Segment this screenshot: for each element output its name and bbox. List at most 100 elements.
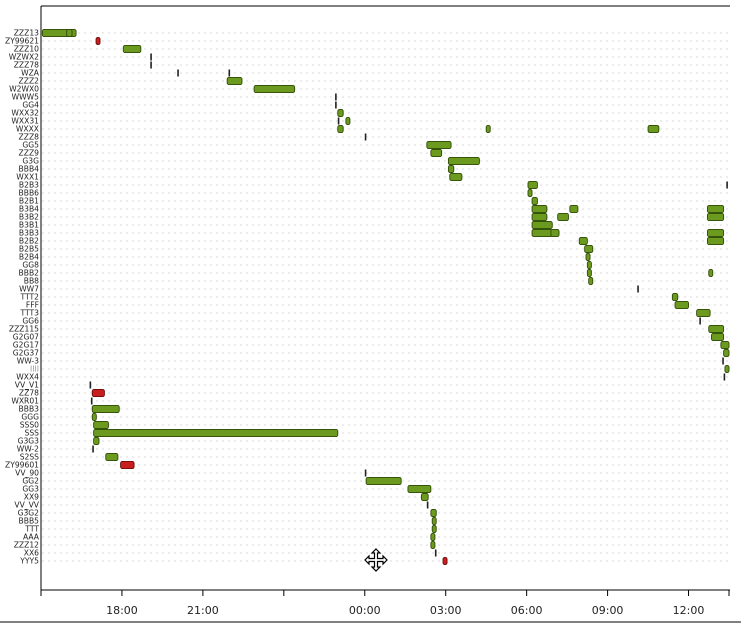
row-label: B2B4 bbox=[19, 253, 39, 262]
gantt-bar bbox=[706, 212, 725, 222]
event-tick bbox=[426, 501, 429, 509]
row-label: WXXX bbox=[16, 125, 39, 134]
gantt-bar bbox=[723, 348, 730, 358]
gantt-bar bbox=[447, 156, 480, 166]
event-tick bbox=[228, 69, 231, 77]
event-tick bbox=[726, 181, 728, 189]
row-label: ZZZ9 bbox=[19, 149, 40, 158]
event-tick bbox=[434, 549, 437, 557]
gantt-bar bbox=[66, 28, 73, 38]
gantt-bar bbox=[337, 124, 344, 134]
row-labels: ZZZ13ZY99621ZZZ10WZWX2ZZZ78WZAZZZ2W2WX0W… bbox=[5, 29, 40, 566]
gantt-bar bbox=[93, 428, 339, 438]
gantt-bar bbox=[527, 188, 533, 198]
row-label: ZZZ10 bbox=[14, 45, 39, 54]
row-label: XX6 bbox=[24, 549, 39, 558]
plot-background bbox=[41, 6, 729, 590]
row-label: WXX4 bbox=[16, 373, 39, 382]
row-label: WZWX2 bbox=[9, 53, 39, 62]
gantt-bar bbox=[95, 36, 101, 46]
gantt-bar bbox=[527, 180, 538, 190]
gantt-bar bbox=[578, 236, 588, 246]
row-label: G3G3 bbox=[18, 437, 40, 446]
row-label: TTT3 bbox=[20, 309, 40, 318]
event-tick bbox=[150, 53, 152, 61]
x-tick-label: 12:00 bbox=[673, 604, 705, 617]
row-label: G2G07 bbox=[13, 333, 39, 342]
gantt-bar bbox=[226, 76, 243, 86]
row-label: IIII bbox=[30, 365, 39, 374]
gantt-bar bbox=[531, 228, 553, 238]
row-label: B2B3 bbox=[19, 181, 39, 190]
row-label: ZZZ13 bbox=[14, 29, 39, 38]
row-label: WXX31 bbox=[11, 117, 39, 126]
row-label: B2B5 bbox=[19, 245, 39, 254]
row-label: WW7 bbox=[19, 285, 39, 294]
row-label: ZZZ2 bbox=[19, 77, 40, 86]
row-label: WXR01 bbox=[11, 397, 39, 406]
gantt-bar bbox=[447, 164, 455, 174]
gantt-bar bbox=[720, 340, 730, 350]
x-tick-label: 09:00 bbox=[592, 604, 624, 617]
gantt-bar bbox=[557, 212, 569, 222]
gantt-bar bbox=[105, 452, 119, 462]
gantt-bar bbox=[93, 420, 109, 430]
gantt-bar bbox=[674, 300, 689, 310]
event-tick bbox=[177, 69, 179, 77]
row-label: TTT bbox=[24, 525, 39, 534]
gantt-bar bbox=[365, 476, 402, 486]
row-label: SSS bbox=[25, 429, 40, 438]
event-tick bbox=[89, 381, 92, 389]
gantt-bar bbox=[724, 364, 730, 374]
gantt-bar bbox=[584, 244, 594, 254]
x-tick-label: 00:00 bbox=[349, 604, 381, 617]
row-label: VV_VV bbox=[14, 501, 39, 510]
row-label: GG3 bbox=[22, 485, 39, 494]
gantt-bar bbox=[337, 108, 344, 118]
x-axis-ticks: 18:00 21:00 00:00 03:00 06:00 09:00 12:00 bbox=[40, 590, 730, 617]
event-tick bbox=[637, 285, 639, 293]
gantt-bar bbox=[588, 276, 594, 286]
gantt-bar bbox=[708, 324, 725, 334]
gantt-bar bbox=[430, 148, 443, 158]
gantt-bar bbox=[711, 332, 725, 342]
x-tick-label: 21:00 bbox=[187, 604, 219, 617]
gantt-bar bbox=[585, 252, 591, 262]
row-label: YYY5 bbox=[19, 557, 39, 566]
row-label: B3B2 bbox=[19, 213, 39, 222]
gantt-bar bbox=[706, 204, 725, 214]
event-tick bbox=[335, 93, 337, 101]
row-label: GG4 bbox=[22, 101, 39, 110]
gantt-bar bbox=[531, 212, 548, 222]
event-tick bbox=[150, 61, 152, 69]
row-label: WZA bbox=[21, 69, 40, 78]
row-label: BBB5 bbox=[19, 517, 40, 526]
row-label: G2G37 bbox=[13, 349, 39, 358]
row-label: ZZZ8 bbox=[19, 133, 40, 142]
row-label: G2G17 bbox=[13, 341, 39, 350]
gantt-bar bbox=[91, 388, 105, 398]
gantt-bar bbox=[122, 44, 142, 54]
gantt-bar bbox=[550, 228, 560, 238]
event-tick bbox=[699, 317, 701, 325]
row-label: B3B3 bbox=[19, 229, 39, 238]
row-label: ZZZ78 bbox=[14, 61, 39, 70]
gantt-bar bbox=[91, 412, 97, 422]
gantt-bar bbox=[442, 556, 448, 566]
gantt-bar bbox=[671, 292, 679, 302]
row-label: VV_V1 bbox=[15, 381, 39, 390]
row-label: WW-3 bbox=[17, 357, 39, 366]
row-label: GG2 bbox=[22, 477, 39, 486]
row-label: ZZZ12 bbox=[14, 541, 39, 550]
event-tick bbox=[335, 101, 337, 109]
bars bbox=[41, 28, 730, 566]
gantt-bar bbox=[706, 236, 725, 246]
gantt-bar bbox=[430, 508, 437, 518]
row-label: ZY99621 bbox=[5, 37, 39, 46]
gantt-bar bbox=[706, 228, 725, 238]
row-label: WWW5 bbox=[12, 93, 40, 102]
gantt-bar bbox=[426, 140, 452, 150]
gantt-bar bbox=[569, 204, 579, 214]
row-label: ZZZ115 bbox=[9, 325, 39, 334]
gantt-bar bbox=[430, 532, 436, 542]
